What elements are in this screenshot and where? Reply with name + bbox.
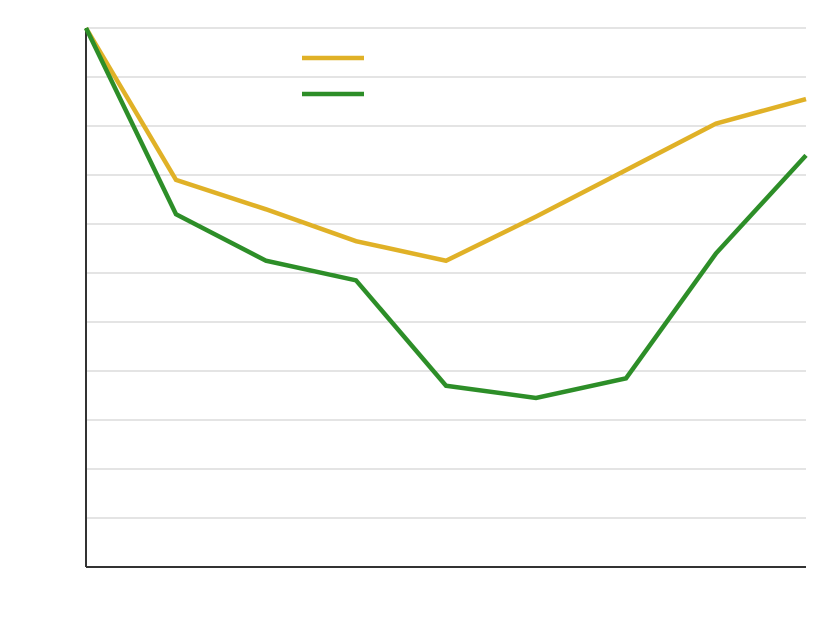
line-chart [0,0,827,617]
